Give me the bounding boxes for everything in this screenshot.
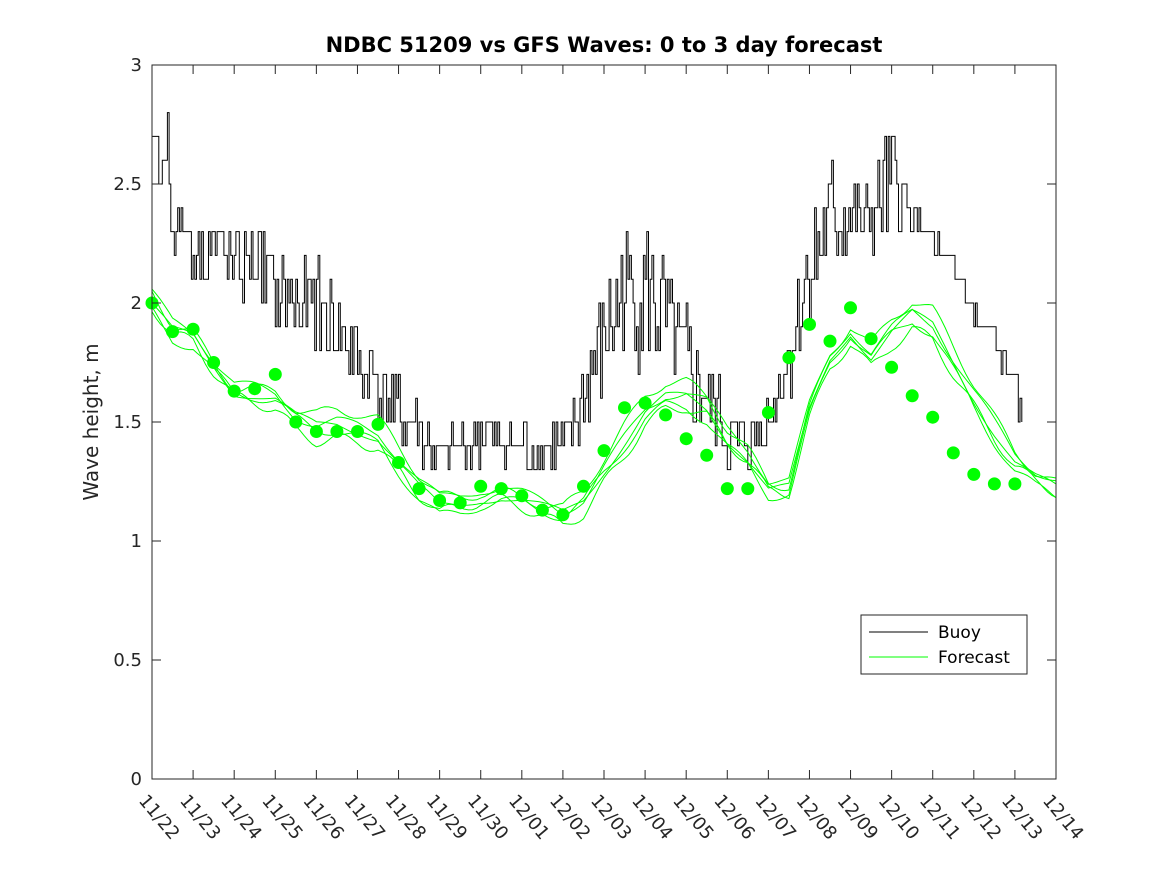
forecast-marker [330,425,344,438]
x-tick-label: 12/04 [627,791,676,844]
forecast-marker [761,406,775,419]
forecast-marker [885,360,899,374]
x-tick-label: 11/26 [299,791,348,844]
forecast-marker [823,334,837,348]
forecast-marker [926,410,940,424]
forecast-marker [782,351,796,365]
chart-title: NDBC 51209 vs GFS Waves: 0 to 3 day fore… [326,33,883,57]
forecast-marker [700,448,714,462]
legend: Buoy Forecast [860,614,1028,675]
x-tick-label: 12/12 [956,791,1005,844]
forecast-marker [166,325,179,339]
forecast-marker [556,508,570,522]
x-tick-label: 12/06 [709,791,758,844]
forecast-marker [1008,477,1022,491]
x-tick-label: 11/27 [340,791,389,844]
forecast-marker [638,396,652,410]
forecast-marker [494,482,508,496]
legend-forecast-label: Forecast [938,648,1010,668]
x-tick-label: 11/24 [216,791,265,844]
legend-box [860,614,1028,675]
y-tick-label: 0 [131,769,142,790]
y-tick-label: 3 [131,55,142,76]
forecast-marker [392,456,405,469]
y-tick-label: 2.5 [113,174,142,195]
x-tick-label: 12/11 [915,791,964,844]
x-tick-label: 11/22 [134,791,183,844]
forecast-marker [803,317,816,331]
forecast-marker [864,332,878,346]
buoy-series [152,112,1023,471]
y-tick-label: 2 [131,293,142,314]
forecast-marker [474,479,488,493]
x-tick-label: 12/09 [833,791,882,844]
y-axis-label: Wave height, m [79,343,103,500]
forecast-run-line [151,302,1057,511]
x-tick-label: 12/14 [1038,791,1087,844]
x-tick-label: 11/23 [175,791,224,844]
x-tick-label: 11/25 [257,791,306,844]
forecast-marker [207,356,221,369]
forecast-marker [453,496,467,510]
forecast-marker [844,301,857,315]
forecast-marker [720,482,734,496]
forecast-marker [905,389,919,403]
legend-buoy-label: Buoy [938,623,981,643]
forecast-markers [145,296,1022,522]
forecast-run-line [151,290,1057,510]
forecast-marker [351,425,364,438]
y-tick-label: 0.5 [113,650,142,671]
forecast-marker [618,401,631,415]
forecast-run-line [151,311,1057,525]
x-tick-label: 12/01 [504,791,553,844]
forecast-marker [741,482,755,496]
forecast-marker [248,382,262,396]
forecast-run-line [151,306,1057,522]
x-tick-label: 11/30 [463,791,512,844]
forecast-marker [227,384,241,398]
x-tick-label: 12/03 [586,791,635,844]
forecast-marker [412,482,426,496]
forecast-marker [371,417,385,431]
forecast-marker [535,503,549,517]
x-tick-label: 12/05 [668,791,717,844]
x-tick-label: 12/13 [997,791,1046,844]
forecast-marker [679,432,693,446]
buoy-line [152,112,1023,471]
y-axis: 0 0.5 1 1.5 2 2.5 3 [113,55,1056,790]
forecast-marker [268,367,282,381]
forecast-marker [597,444,611,458]
forecast-marker [515,489,529,503]
forecast-series [151,288,1057,525]
forecast-marker [946,446,960,460]
x-tick-label: 12/10 [874,791,923,844]
y-tick-label: 1 [131,531,142,552]
y-tick-label: 1.5 [113,412,142,433]
forecast-marker [309,425,323,438]
x-tick-label: 11/28 [381,791,430,844]
x-tick-label: 12/08 [792,791,841,844]
x-tick-label: 11/29 [422,791,471,844]
x-tick-label: 12/02 [545,791,594,844]
forecast-marker [289,415,303,429]
forecast-run-line [151,288,1057,516]
forecast-marker [967,467,981,481]
forecast-marker [577,479,590,493]
forecast-marker [987,477,1001,491]
forecast-marker [659,408,673,422]
x-tick-label: 12/07 [751,791,800,844]
forecast-marker [186,322,200,336]
forecast-marker [433,494,447,507]
